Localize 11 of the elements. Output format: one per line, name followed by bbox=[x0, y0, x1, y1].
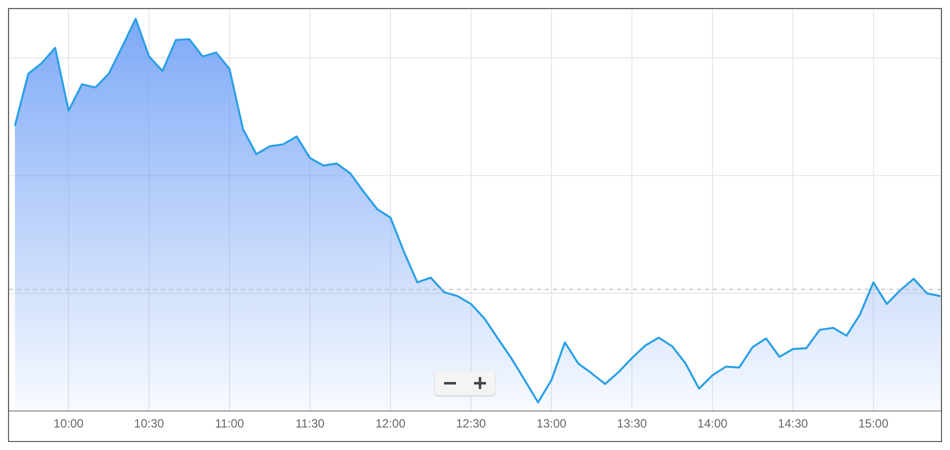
x-tick-label: 10:30 bbox=[134, 416, 164, 431]
x-tick-label: 12:00 bbox=[375, 416, 406, 431]
x-tick-label: 14:30 bbox=[778, 416, 808, 431]
x-tick-label: 11:00 bbox=[214, 416, 244, 431]
x-tick-label: 11:30 bbox=[295, 416, 325, 431]
x-tick-label: 12:30 bbox=[456, 416, 486, 431]
x-tick-label: 10:00 bbox=[54, 416, 84, 431]
x-tick-label: 13:00 bbox=[536, 416, 567, 431]
x-tick-label: 14:00 bbox=[697, 416, 728, 431]
x-tick-label: 13:30 bbox=[616, 416, 648, 431]
x-tick-label: 15:00 bbox=[858, 416, 889, 431]
